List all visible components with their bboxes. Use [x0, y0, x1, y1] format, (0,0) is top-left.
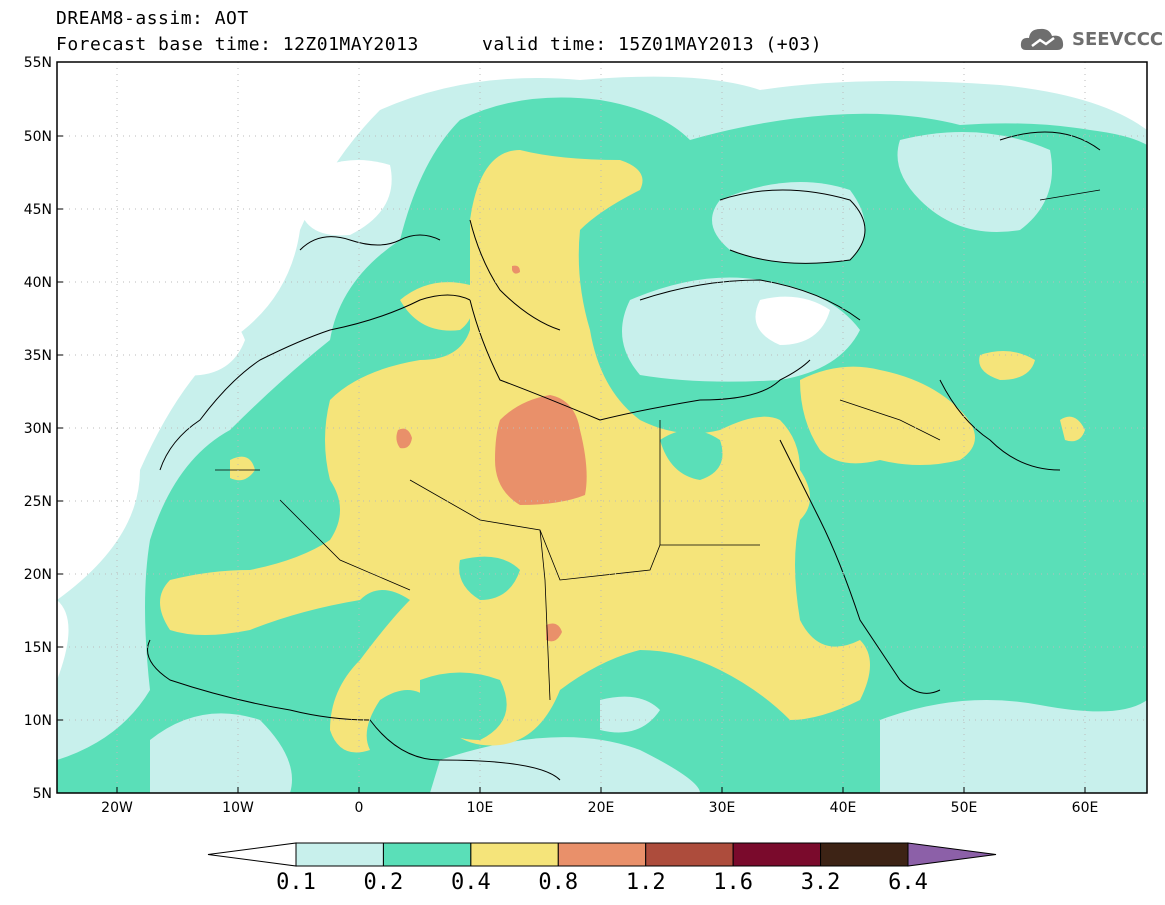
lat-label: 40N — [24, 275, 52, 291]
colorbar-segment — [907, 842, 997, 867]
lon-label: 30E — [709, 800, 736, 816]
lon-label: 20W — [101, 800, 133, 816]
valid-time: valid time: 15Z01MAY2013 (+03) — [482, 34, 823, 55]
logo-text: SEEVCCC — [1072, 29, 1164, 50]
lat-label: 5N — [33, 786, 52, 802]
lat-label: 35N — [24, 348, 52, 364]
lat-label: 20N — [24, 567, 52, 583]
lat-label: 10N — [24, 713, 52, 729]
colorbar-segment — [820, 842, 909, 867]
colorbar — [207, 842, 997, 867]
cloud-icon — [1020, 28, 1064, 50]
lon-label: 50E — [951, 800, 978, 816]
lat-label: 45N — [24, 202, 52, 218]
colorbar-label: 0.4 — [450, 870, 491, 895]
lat-label: 25N — [24, 494, 52, 510]
colorbar-segment — [732, 842, 822, 867]
colorbar-segment — [207, 842, 297, 867]
colorbar-label: 1.6 — [713, 870, 754, 895]
lon-label: 10W — [222, 800, 254, 816]
map-title: DREAM8-assim: AOT — [56, 8, 249, 29]
colorbar-label: 1.2 — [625, 870, 666, 895]
seevccc-logo: SEEVCCC — [1018, 22, 1163, 58]
lat-label: 30N — [24, 421, 52, 437]
aot-0.8-region — [495, 395, 587, 505]
colorbar-segment — [295, 842, 384, 867]
lon-label: 10E — [467, 800, 494, 816]
colorbar-segment — [470, 842, 559, 867]
forecast-base-time: Forecast base time: 12Z01MAY2013 — [56, 34, 419, 55]
lon-label: 20E — [588, 800, 615, 816]
lon-label: 0 — [355, 800, 364, 816]
lon-label: 60E — [1072, 800, 1099, 816]
lat-label: 50N — [24, 129, 52, 145]
colorbar-label: 6.4 — [888, 870, 928, 895]
colorbar-label: 3.2 — [800, 870, 841, 895]
lat-label: 15N — [24, 640, 52, 656]
colorbar-segment — [557, 842, 647, 867]
coastlines — [147, 131, 1101, 781]
colorbar-label: 0.2 — [363, 870, 404, 895]
lat-label: 55N — [24, 55, 52, 71]
colorbar-segment — [645, 842, 734, 867]
lon-label: 40E — [830, 800, 857, 816]
colorbar-label: 0.8 — [538, 870, 579, 895]
colorbar-segment — [382, 842, 472, 867]
colorbar-label: 0.1 — [276, 870, 316, 895]
